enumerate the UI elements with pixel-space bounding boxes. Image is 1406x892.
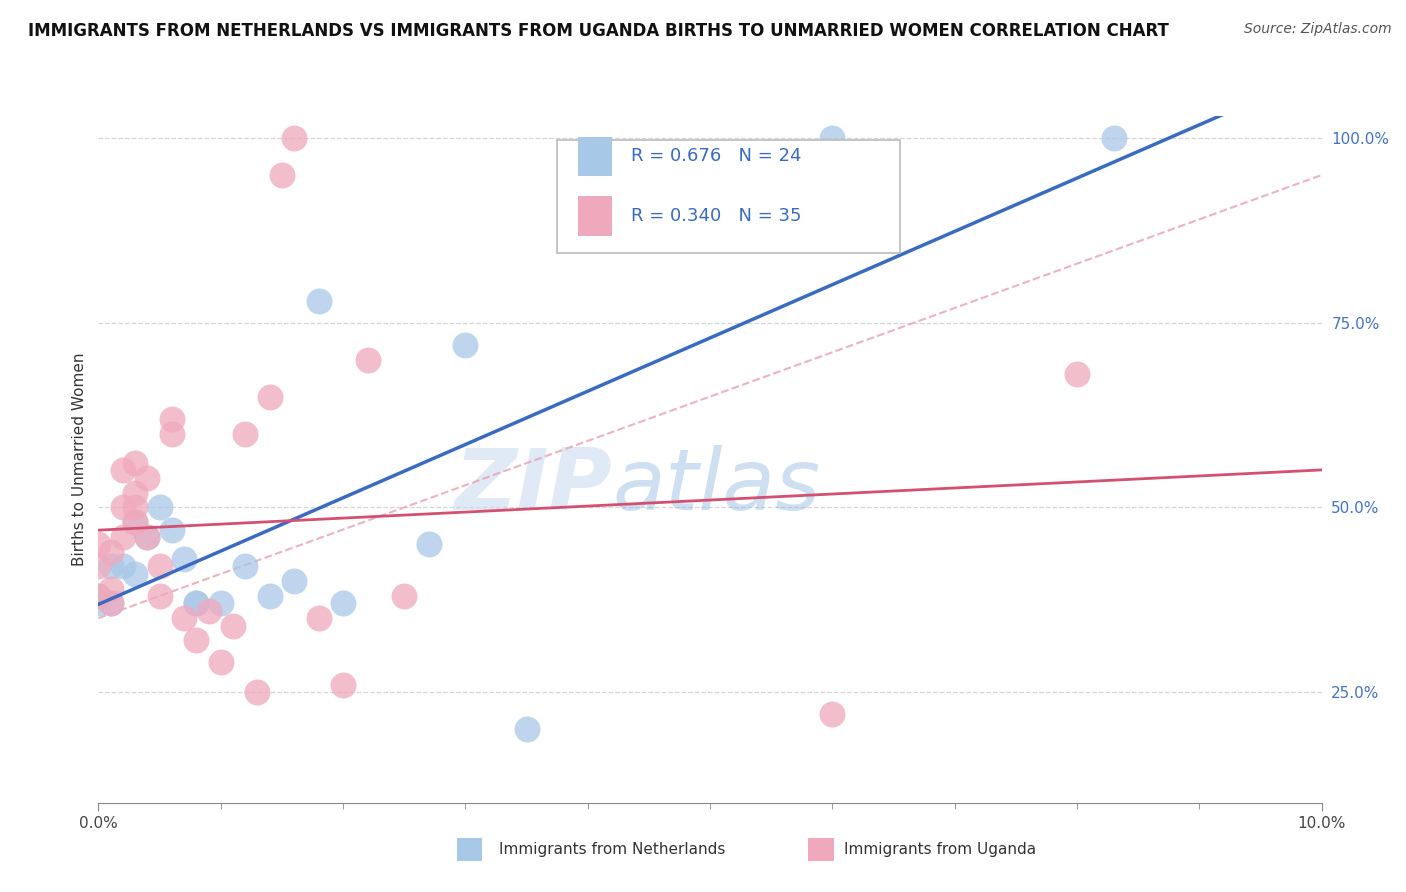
Point [283,131,305,145]
Point [270,168,292,182]
Y-axis label: Births to Unmarried Women: Births to Unmarried Women [72,352,87,566]
Point [516,722,538,736]
Point [124,515,146,529]
Point [124,485,146,500]
Point [173,611,195,625]
Point [111,559,134,574]
Point [173,552,195,566]
Point [209,656,232,670]
Point [233,559,256,574]
Point [332,596,354,610]
Point [87,589,110,603]
Point [186,633,208,648]
Point [821,131,844,145]
Point [149,559,172,574]
Point [111,530,134,544]
Point [186,596,208,610]
Point [100,596,122,610]
Point [136,530,159,544]
Point [136,530,159,544]
Point [392,589,416,603]
Bar [578,136,612,177]
Point [160,411,183,425]
Point [308,293,330,308]
Bar [578,196,612,236]
Point [87,537,110,551]
Point [124,456,146,470]
Point [233,426,256,441]
Text: Immigrants from Netherlands: Immigrants from Netherlands [499,842,725,856]
Point [246,685,269,699]
Point [124,515,146,529]
Point [454,338,477,352]
Point [283,574,305,589]
Point [100,596,122,610]
Point [160,523,183,537]
Point [111,500,134,515]
Point [1066,368,1088,382]
Point [87,589,110,603]
Text: atlas: atlas [612,445,820,528]
Point [100,559,122,574]
Point [160,426,183,441]
Point [87,596,110,610]
Point [259,390,281,404]
Point [356,352,378,367]
Point [259,589,281,603]
FancyBboxPatch shape [557,140,900,253]
Point [332,678,354,692]
Point [136,471,159,485]
Text: R = 0.340   N = 35: R = 0.340 N = 35 [630,207,801,226]
Point [87,559,110,574]
Text: R = 0.676   N = 24: R = 0.676 N = 24 [630,147,801,166]
Point [308,611,330,625]
Point [100,582,122,596]
Point [100,544,122,558]
Point [821,707,844,722]
Point [124,566,146,581]
Point [186,596,208,610]
Text: Source: ZipAtlas.com: Source: ZipAtlas.com [1244,22,1392,37]
Point [111,463,134,477]
Point [418,537,440,551]
Text: ZIP: ZIP [454,445,612,528]
Text: IMMIGRANTS FROM NETHERLANDS VS IMMIGRANTS FROM UGANDA BIRTHS TO UNMARRIED WOMEN : IMMIGRANTS FROM NETHERLANDS VS IMMIGRANT… [28,22,1168,40]
Point [197,604,219,618]
Point [1102,131,1125,145]
Point [149,589,172,603]
Text: Immigrants from Uganda: Immigrants from Uganda [844,842,1036,856]
Point [124,500,146,515]
Point [222,618,245,632]
Point [149,500,172,515]
Point [209,596,232,610]
